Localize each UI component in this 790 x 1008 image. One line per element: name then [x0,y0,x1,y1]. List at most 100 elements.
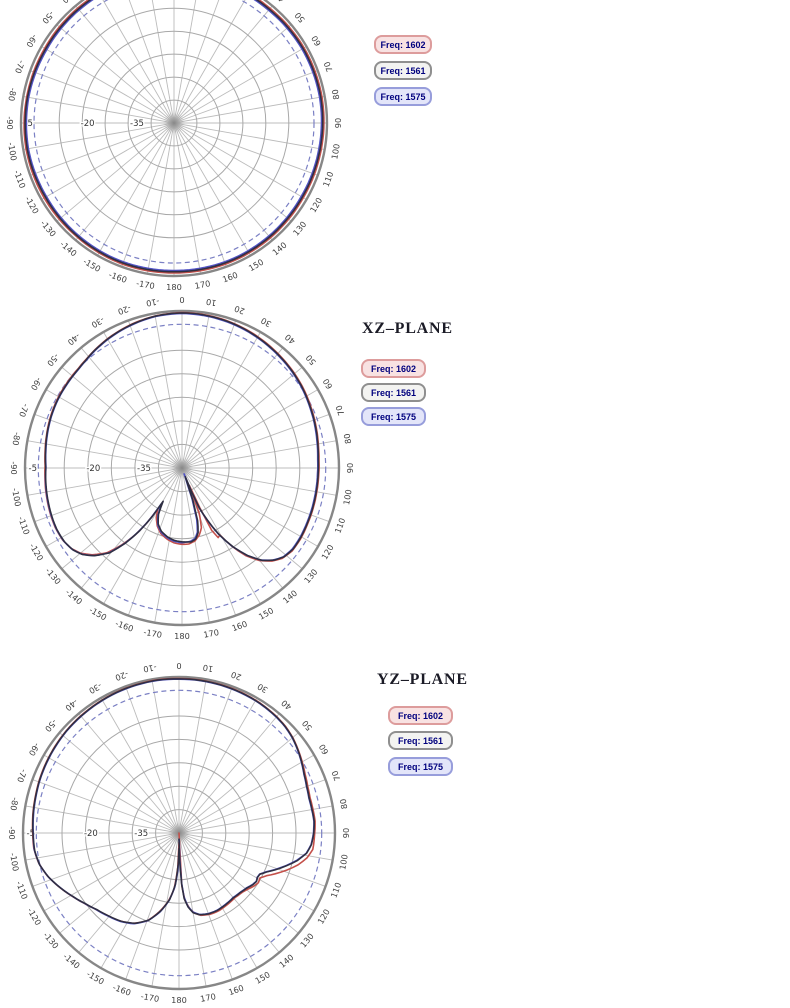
legend-chip-freq-1561[interactable]: Freq: 1561 [388,731,453,750]
polar-grid-ring [84,738,274,928]
polar-grid-ring [104,53,244,193]
polar-spoke [181,467,319,547]
angle-tick-label: -70 [13,59,27,75]
polar-spoke [78,713,180,834]
angle-tick-label: -70 [15,768,29,784]
legend-chip-freq-1602[interactable]: Freq: 1602 [374,35,432,54]
polar-spoke [178,805,333,834]
polar-spoke [100,832,180,969]
polar-spoke [178,779,326,834]
angle-tick-label: 70 [322,60,335,73]
freq-curve-1561 [24,0,324,273]
angle-tick-label: 60 [317,742,331,756]
polar-spoke [181,467,337,496]
angle-tick-label: 80 [342,433,354,445]
angle-tick-label: -40 [63,697,80,713]
polar-spoke [80,347,183,469]
polar-spoke [181,320,237,469]
polar-spoke [59,832,180,934]
polar-spoke [173,24,292,124]
legend-chip-freq-1561[interactable]: Freq: 1561 [361,383,426,402]
angle-tick-label: 120 [308,196,324,215]
polar-spoke [43,754,180,834]
polar-spoke [181,347,284,469]
angle-tick-label: -120 [25,906,43,927]
polar-grid-ring [110,396,254,540]
angle-tick-label: 80 [330,88,342,100]
angle-tick-label: 10 [205,297,217,309]
angle-tick-label: -50 [40,9,56,26]
radial-db-label: -35 [134,829,148,839]
angle-tick-label: 50 [292,10,306,24]
polar-center-shade [163,112,185,134]
angle-tick-label: 90 [341,828,351,838]
angle-tick-label: -30 [90,315,107,330]
angle-tick-label: -170 [135,278,155,291]
polar-spoke [34,413,183,469]
polar-spoke [181,467,284,589]
polar-spoke [25,832,180,861]
polar-spoke [41,122,175,200]
polar-spoke [173,46,307,124]
polar-grid-ring [127,76,221,170]
polar-dashed-reference-ring [35,689,323,977]
angle-tick-label: -60 [29,376,44,393]
polar-spoke [151,832,180,987]
legend-chip-freq-1575[interactable]: Freq: 1575 [361,407,426,426]
angle-tick-label: -100 [10,487,23,507]
angle-tick-label: -160 [114,618,135,634]
angle-tick-label: -90 [5,116,15,129]
polar-spoke [173,122,251,256]
angle-tick-label: 120 [319,543,335,562]
angle-tick-label: -90 [7,826,17,839]
polar-spoke [178,832,207,987]
angle-tick-label: -110 [16,515,32,536]
plot-title-yz: YZ–PLANE [377,671,468,688]
angle-tick-label: 110 [329,881,344,899]
polar-spoke [181,366,303,469]
polar-spoke [151,0,175,124]
polar-spoke [103,331,183,469]
polar-spoke [173,0,197,124]
polar-spoke [128,0,175,124]
polar-spoke [173,122,325,151]
polar-spoke [173,122,318,176]
polar-spoke [173,122,307,200]
polar-spoke [125,686,180,834]
angle-tick-label: -60 [27,741,42,758]
angle-tick-label: 10 [202,663,214,675]
angle-tick-label: 40 [283,332,297,346]
polar-spoke [178,732,299,834]
angle-tick-label: 150 [253,969,272,985]
legend-chip-freq-1602[interactable]: Freq: 1602 [361,359,426,378]
angle-tick-label: 90 [333,118,343,128]
polar-grid-ring [131,785,227,881]
polar-spoke [181,467,210,623]
polar-chart-xy-plane: 0102030405060708090100110120130140150160… [5,0,343,292]
legend-chip-freq-1575[interactable]: Freq: 1575 [374,87,432,106]
polar-grid-ring [81,30,267,216]
angle-tick-label: 110 [333,516,348,534]
angle-tick-label: 120 [315,907,331,926]
polar-spoke [127,467,183,616]
polar-spoke [30,122,175,176]
polar-spoke [173,122,227,267]
legend-chip-freq-1561[interactable]: Freq: 1561 [374,61,432,80]
angle-tick-label: 150 [257,605,276,621]
legend-chip-freq-1575[interactable]: Freq: 1575 [388,757,453,776]
polar-spoke [178,686,233,834]
polar-dashed-reference-ring [37,323,327,613]
polar-spoke [41,46,175,124]
angle-tick-label: 40 [279,698,293,712]
angle-tick-label: -120 [28,541,46,562]
legend-chip-freq-1602[interactable]: Freq: 1602 [388,706,453,725]
angle-tick-label: -170 [143,627,163,640]
angle-tick-label: -80 [11,431,23,446]
angle-tick-label: -50 [45,352,61,369]
angle-tick-label: 50 [304,353,318,367]
angle-tick-label: 100 [341,489,354,506]
angle-tick-label: 110 [321,170,336,188]
polar-spoke [173,122,292,222]
polar-spoke [80,467,183,589]
